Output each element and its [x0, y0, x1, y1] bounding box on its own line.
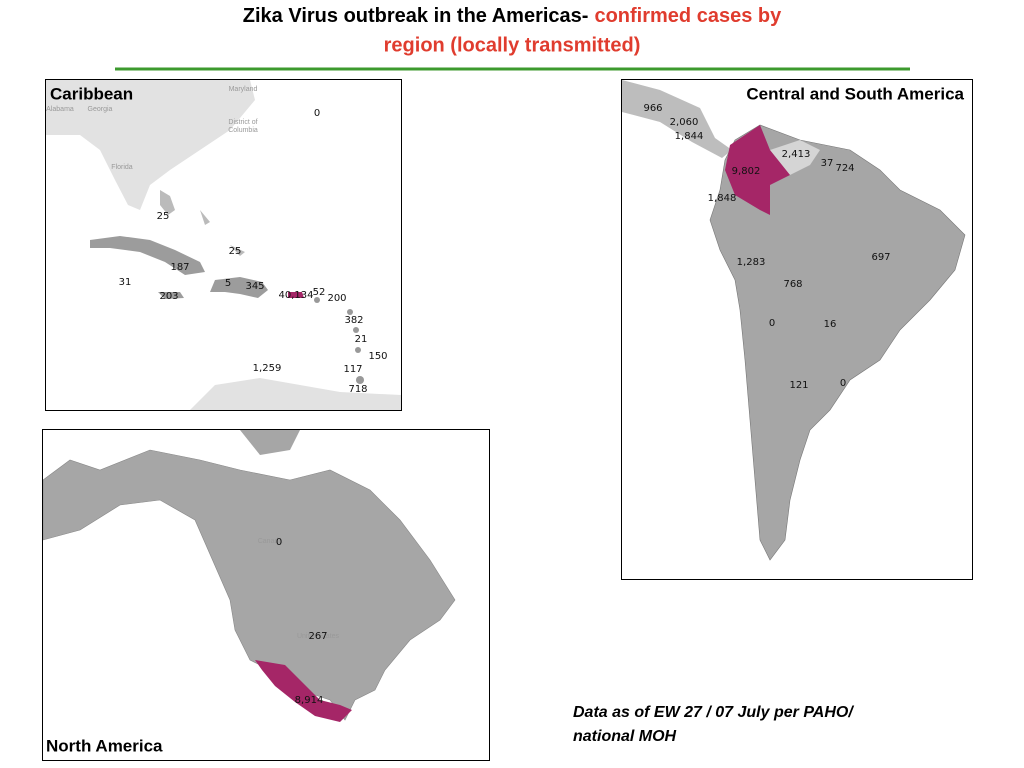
place-name: Maryland — [229, 86, 258, 93]
case-count: 117 — [343, 364, 362, 375]
case-count: 25 — [157, 211, 170, 222]
case-count: 8,914 — [295, 695, 324, 706]
case-count: 267 — [308, 631, 327, 642]
case-count: 121 — [789, 380, 808, 391]
case-count: 2,413 — [782, 149, 811, 160]
case-count: 0 — [769, 318, 775, 329]
place-name: Canada — [258, 538, 283, 545]
case-count: 150 — [368, 351, 387, 362]
case-count: 1,844 — [675, 131, 704, 142]
title-highlight: region (locally transmitted) — [384, 34, 641, 56]
place-name: Alabama — [46, 106, 74, 113]
case-count: 25 — [229, 246, 242, 257]
case-count: 9,802 — [732, 166, 761, 177]
panel-title: North America — [46, 736, 163, 755]
footnote: Data as of EW 27 / 07 July per PAHO/ — [573, 704, 854, 721]
place-name: Florida — [111, 164, 133, 171]
panel-title: Central and South America — [746, 84, 964, 103]
case-count: 966 — [643, 103, 662, 114]
case-count: 40,134 — [279, 290, 314, 301]
case-count: 0 — [314, 108, 320, 119]
place-name: District of — [228, 119, 257, 126]
case-count: 5 — [225, 278, 231, 289]
case-count: 21 — [355, 334, 368, 345]
case-count: 203 — [159, 291, 178, 302]
footnote: national MOH — [573, 728, 677, 745]
case-count: 31 — [119, 277, 132, 288]
panel-title: Caribbean — [50, 84, 133, 103]
caribbean-map — [46, 80, 401, 410]
case-count: 697 — [871, 252, 890, 263]
title-highlight: confirmed cases by — [594, 5, 782, 27]
case-count: 0 — [276, 537, 282, 548]
case-count: 1,283 — [737, 257, 766, 268]
case-count: 718 — [348, 384, 367, 395]
case-count: 768 — [783, 279, 802, 290]
case-count: 345 — [245, 281, 264, 292]
case-count: 200 — [327, 293, 346, 304]
case-count: 187 — [170, 262, 189, 273]
case-count: 16 — [824, 319, 837, 330]
title: Zika Virus outbreak in the Americas-conf… — [243, 5, 782, 27]
place-name: Georgia — [88, 106, 113, 113]
case-count: 724 — [835, 163, 854, 174]
south-america-map — [622, 80, 972, 579]
panel-frame — [42, 429, 490, 761]
case-count: 1,259 — [253, 363, 282, 374]
title-main: Zika Virus outbreak in the Americas- — [243, 5, 589, 27]
case-count: 2,060 — [670, 117, 699, 128]
case-count: 1,848 — [708, 193, 737, 204]
panel-frame — [621, 79, 973, 580]
place-name: Columbia — [228, 127, 258, 134]
case-count: 382 — [344, 315, 363, 326]
place-name: United States — [297, 633, 340, 640]
case-count: 0 — [840, 378, 846, 389]
panel-frame — [45, 79, 402, 411]
case-count: 52 — [313, 287, 326, 298]
north-america-map — [43, 430, 489, 760]
case-count: 37 — [821, 158, 834, 169]
